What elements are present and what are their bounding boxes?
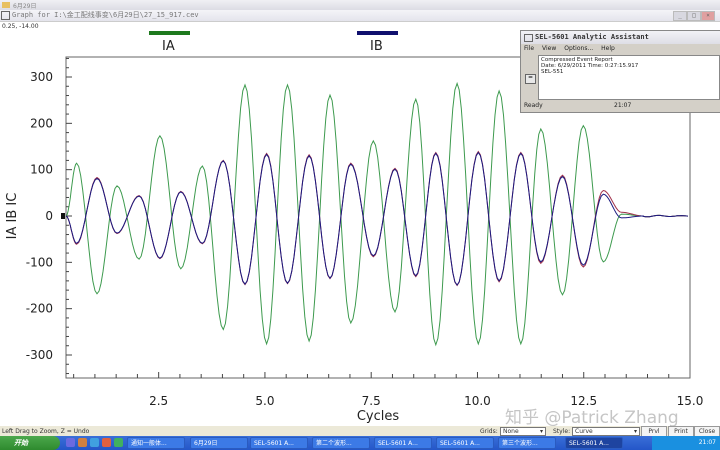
- legend-swatch-ib: [357, 31, 398, 35]
- x-tick-label: 10.0: [464, 394, 491, 408]
- taskbar-task[interactable]: 通知一般体...: [127, 437, 185, 449]
- series-line-ib: [65, 151, 688, 286]
- y-axis-label: IA IB IC: [5, 193, 20, 240]
- quicklaunch-icon[interactable]: [66, 438, 75, 447]
- series-line-ia: [65, 81, 688, 347]
- plot-frame: [65, 56, 691, 379]
- report-line: SEL-551: [541, 69, 564, 75]
- taskbar: 开始 通知一般体... 6月29日 SEL-5601 A... 第二个波形... SEL…: [0, 436, 720, 450]
- chart-series: [65, 81, 688, 347]
- y-tick-label: 200: [30, 116, 53, 130]
- event-report-list[interactable]: Compressed Event Report Date: 6/29/2011 …: [538, 55, 720, 100]
- y-tick-label: -100: [26, 255, 53, 269]
- start-button[interactable]: 开始: [0, 436, 60, 450]
- status-text: Ready: [524, 102, 543, 109]
- system-tray: 21:07: [652, 436, 720, 450]
- quicklaunch-icon[interactable]: [114, 438, 123, 447]
- x-tick-label: 7.5: [362, 394, 381, 408]
- legend-swatch-ia: [149, 31, 190, 35]
- maximize-button[interactable]: □: [687, 11, 701, 21]
- waveform-chart[interactable]: 300 200 100 0 -100 -200 -300 2.5 5.0 7.5 10.0 12.5 1…: [0, 0, 720, 426]
- analytic-assistant-dialog[interactable]: SEL-5601 Analytic Assistant File View Opti…: [520, 30, 720, 113]
- taskbar-task[interactable]: SEL-5601 A...: [250, 437, 308, 449]
- report-line: Date: 6/29/2011 Time: 0:27:15.917: [541, 63, 639, 69]
- grids-label: Grids:: [480, 428, 498, 435]
- watermark: 知乎 @Patrick Zhang: [505, 408, 679, 428]
- menu-help[interactable]: Help: [601, 45, 615, 52]
- taskbar-task[interactable]: 第二个波形...: [312, 437, 370, 449]
- x-tick-label: 12.5: [570, 394, 597, 408]
- legend-label-ia: IA: [162, 39, 175, 54]
- hint-text: Left Drag to Zoom, Z = Undo: [2, 428, 90, 435]
- start-label: 开始: [14, 439, 28, 447]
- chevron-down-icon: ▾: [539, 428, 543, 435]
- taskbar-task[interactable]: SEL-5601 A...: [374, 437, 432, 449]
- ie-icon[interactable]: [90, 438, 99, 447]
- window-title: Graph for I:\金工配线事变\6月29日\27_15_917.cev: [12, 11, 199, 19]
- window-titlebar[interactable]: Graph for I:\金工配线事变\6月29日\27_15_917.cev …: [0, 10, 720, 22]
- series-line-ic: [65, 150, 688, 287]
- clock: 21:07: [698, 439, 716, 446]
- style-label: Style:: [553, 428, 571, 435]
- y-tick-label: 0: [45, 209, 53, 223]
- menu-view[interactable]: View: [542, 45, 557, 52]
- dialog-title: SEL-5601 Analytic Assistant: [535, 33, 649, 41]
- menu-file[interactable]: File: [524, 45, 535, 52]
- y-tick-label: 100: [30, 163, 53, 177]
- minimize-button[interactable]: _: [673, 11, 687, 21]
- menu-options[interactable]: Options...: [564, 45, 594, 52]
- report-line: Compressed Event Report: [541, 57, 613, 63]
- taskbar-task[interactable]: SEL-5601 A...: [565, 437, 623, 449]
- dialog-app-icon: [524, 34, 533, 42]
- folder-icon: [2, 2, 10, 8]
- taskbar-task[interactable]: SEL-5601 A...: [436, 437, 494, 449]
- x-axis-label: Cycles: [357, 409, 400, 424]
- chart-axes: 300 200 100 0 -100 -200 -300 2.5 5.0 7.5 10.0 12.5 1…: [26, 56, 704, 408]
- x-tick-label: 5.0: [255, 394, 274, 408]
- quicklaunch-icon[interactable]: [102, 438, 111, 447]
- cursor-marker: [61, 213, 65, 219]
- cursor-readout: 0.25, -14.00: [2, 23, 39, 30]
- status-time: 21:07: [614, 102, 632, 109]
- taskbar-task[interactable]: 6月29日: [190, 437, 248, 449]
- x-tick-label: 15.0: [677, 394, 704, 408]
- y-tick-label: -200: [26, 302, 53, 316]
- dialog-side-button[interactable]: =: [525, 74, 536, 84]
- legend-label-ib: IB: [370, 39, 383, 54]
- dialog-titlebar[interactable]: SEL-5601 Analytic Assistant: [521, 31, 720, 44]
- grids-value: None: [503, 428, 519, 435]
- grids-select[interactable]: None ▾: [500, 427, 546, 436]
- dialog-statusbar: Ready 21:07: [521, 101, 720, 111]
- style-value: Curve: [575, 428, 593, 435]
- dialog-menubar: File View Options... Help: [521, 44, 720, 54]
- taskbar-task[interactable]: 第三个波形...: [498, 437, 556, 449]
- y-tick-label: 300: [30, 70, 53, 84]
- style-select[interactable]: Curve ▾: [572, 427, 640, 436]
- y-tick-label: -300: [26, 348, 53, 362]
- background-window-title: 6月29日: [13, 3, 37, 10]
- close-button[interactable]: ×: [701, 11, 715, 21]
- graph-statusbar: Left Drag to Zoom, Z = Undo Grids: None ▾…: [0, 426, 720, 437]
- x-tick-label: 2.5: [149, 394, 168, 408]
- quicklaunch-icon[interactable]: [78, 438, 87, 447]
- background-window-strip: 6月29日: [0, 0, 720, 10]
- graph-app-icon: [1, 11, 10, 20]
- chevron-down-icon: ▾: [633, 428, 637, 435]
